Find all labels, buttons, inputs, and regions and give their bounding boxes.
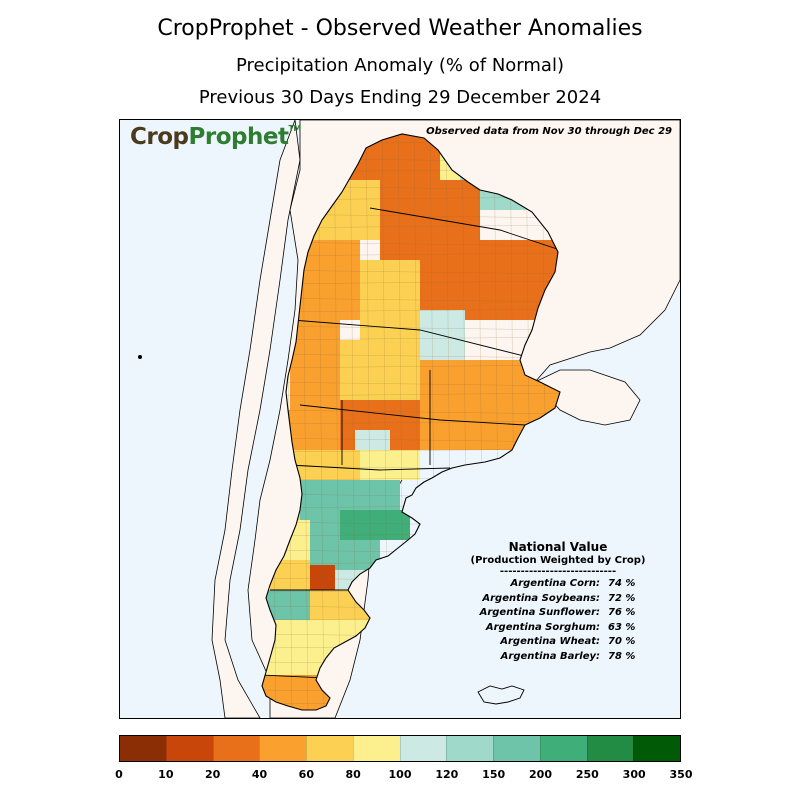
- national-value-panel: National Value (Production Weighted by C…: [458, 540, 658, 664]
- colorbar-tick-label: 40: [251, 768, 268, 781]
- national-value-subtitle: (Production Weighted by Crop): [470, 555, 646, 566]
- crop-label: Argentina Soybeans:: [482, 592, 600, 604]
- anomaly-zone: [360, 450, 420, 480]
- province-border: [299, 404, 526, 426]
- chile-land-shape: [211, 120, 301, 718]
- national-value-title: National Value: [508, 540, 608, 554]
- colorbar-tick-label: 60: [298, 768, 314, 781]
- colorbar: [119, 735, 681, 762]
- province-border: [289, 464, 451, 471]
- colorbar-segment: [259, 736, 306, 761]
- islands: [138, 355, 525, 705]
- colorbar-segment: [633, 736, 680, 761]
- cropprophet-logo: CropProphetTM: [130, 124, 301, 150]
- colorbar-segment: [120, 736, 166, 761]
- small-island: [138, 355, 142, 359]
- national-value-row: Argentina Sorghum: 63 %: [458, 621, 658, 636]
- province-border: [291, 319, 541, 361]
- colorbar-segment: [586, 736, 634, 761]
- map-title: CropProphet - Observed Weather Anomalies: [157, 16, 643, 41]
- colorbar-tick-label: 250: [575, 768, 599, 781]
- crop-value: 76 %: [608, 607, 636, 618]
- department-line: [262, 269, 560, 275]
- crop-value: 74 %: [608, 578, 636, 589]
- department-line: [262, 392, 560, 397]
- colorbar-segment: [306, 736, 353, 761]
- map-subtitle: Precipitation Anomaly (% of Normal): [236, 55, 564, 76]
- crop-label: Argentina Wheat:: [500, 636, 600, 647]
- department-line: [262, 420, 560, 425]
- crop-label: Argentina Barley:: [500, 650, 600, 662]
- colorbar-tick-label: 100: [388, 768, 412, 781]
- national-value-row: Argentina Sunflower: 76 %: [458, 606, 658, 621]
- department-line: [262, 297, 560, 303]
- map-period: Previous 30 Days Ending 29 December 2024: [198, 87, 602, 108]
- department-line: [262, 381, 560, 387]
- anomaly-zone: [290, 320, 340, 410]
- department-line: [262, 336, 560, 341]
- colorbar-segment: [539, 736, 587, 761]
- department-line: [262, 325, 560, 331]
- department-line: [349, 134, 357, 710]
- colorbar-segment: [165, 736, 213, 761]
- crop-value: 63 %: [608, 621, 636, 633]
- department-line: [262, 364, 560, 369]
- colorbar-tick-label: 0: [115, 768, 123, 781]
- crop-label: Argentina Sunflower:: [479, 607, 600, 618]
- crop-value: 70 %: [608, 636, 636, 647]
- national-value-row: Argentina Wheat: 70 %: [458, 635, 658, 650]
- colorbar-tick-label: 300: [622, 768, 646, 781]
- uruguay-shape: [534, 369, 641, 426]
- national-value-separator: ----------------------------: [499, 566, 617, 577]
- colorbar-segment: [399, 736, 447, 761]
- colorbar-tick-label: 20: [205, 768, 221, 781]
- anomaly-zone: [340, 510, 410, 540]
- colorbar-tick-label: 80: [345, 768, 361, 781]
- colorbar-segment: [212, 736, 260, 761]
- colorbar-tick-label: 120: [435, 768, 459, 781]
- colorbar-tick-label: 200: [529, 768, 552, 781]
- colorbar-segment: [352, 736, 400, 761]
- map-svg: [120, 120, 680, 718]
- anomaly-zone: [355, 430, 390, 450]
- map-frame: CropProphetTM Observed data from Nov 30 …: [119, 119, 681, 719]
- argentina-outline: [261, 133, 561, 711]
- colorbar-segment: [493, 736, 540, 761]
- colorbar-segment: [446, 736, 493, 761]
- department-line: [262, 252, 560, 257]
- colorbar-tick-label: 10: [158, 768, 174, 781]
- anomaly-zone: [420, 310, 465, 360]
- national-value-rows: Argentina Corn: 74 % Argentina Soybeans: 72…: [458, 577, 658, 664]
- department-line: [262, 409, 560, 415]
- colorbar-tick-label: 350: [669, 768, 693, 781]
- crop-value: 78 %: [608, 650, 636, 662]
- observed-data-note: Observed data from Nov 30 through Dec 29: [426, 126, 672, 137]
- department-line: [333, 134, 341, 710]
- crop-label: Argentina Corn:: [510, 578, 600, 589]
- anomaly-zone: [340, 340, 420, 400]
- department-line: [262, 308, 560, 313]
- crop-label: Argentina Sorghum:: [485, 621, 600, 633]
- national-value-row: Argentina Barley: 78 %: [458, 650, 658, 665]
- department-line: [262, 280, 560, 285]
- province-border: [369, 207, 560, 251]
- national-value-row: Argentina Soybeans: 72 %: [458, 592, 658, 607]
- colorbar-tick-label: 150: [482, 768, 506, 781]
- department-line: [262, 353, 560, 359]
- crop-value: 72 %: [608, 592, 636, 604]
- national-value-row: Argentina Corn: 74 %: [458, 577, 658, 592]
- falkland-islands: [477, 685, 525, 705]
